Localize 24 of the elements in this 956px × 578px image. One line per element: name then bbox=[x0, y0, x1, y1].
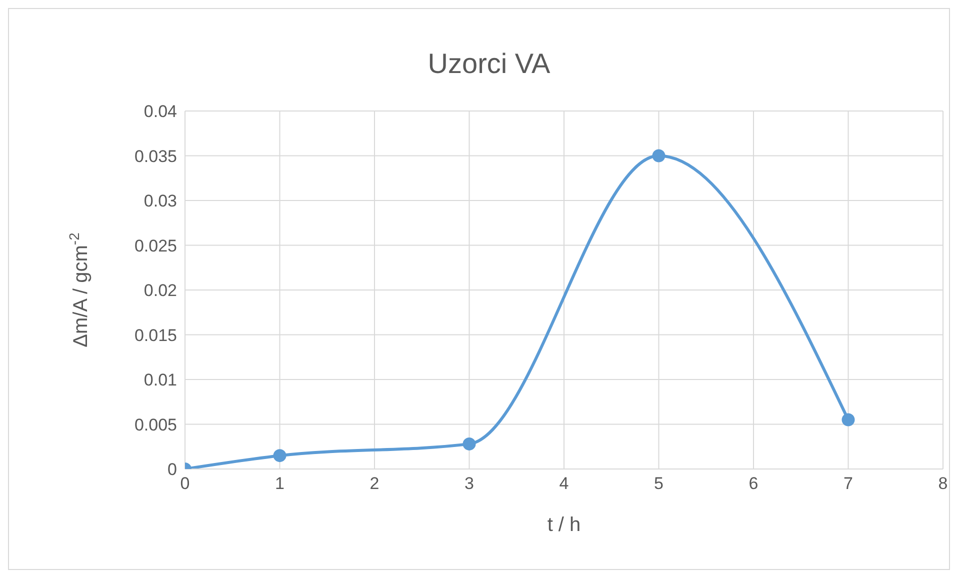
y-tick-label: 0.035 bbox=[134, 146, 177, 166]
y-tick-label: 0.01 bbox=[144, 370, 177, 390]
x-tick-label: 4 bbox=[559, 474, 569, 494]
y-tick-label: 0.04 bbox=[144, 102, 177, 122]
y-tick-label: 0.025 bbox=[134, 236, 177, 256]
x-tick-label: 6 bbox=[748, 474, 758, 494]
x-tick-label: 7 bbox=[844, 474, 853, 494]
y-tick-label: 0.02 bbox=[144, 281, 177, 300]
point bbox=[462, 437, 476, 450]
y-tick-label: 0.005 bbox=[134, 415, 177, 434]
x-axis-title: t / h bbox=[547, 514, 581, 536]
x-tick-label: 3 bbox=[464, 474, 474, 494]
x-tick-label: 1 bbox=[275, 474, 284, 494]
chart-title: Uzorci VA bbox=[428, 48, 551, 79]
x-tick-label: 8 bbox=[938, 474, 948, 494]
y-tick-label: 0.03 bbox=[144, 192, 177, 211]
x-tick-label: 0 bbox=[180, 474, 190, 494]
y-tick-label: 0 bbox=[168, 460, 177, 480]
point bbox=[652, 149, 666, 162]
y-tick-label: 0.015 bbox=[134, 326, 177, 345]
x-tick-label: 5 bbox=[654, 474, 664, 494]
point bbox=[842, 413, 855, 426]
point bbox=[273, 449, 286, 462]
x-tick-label: 2 bbox=[370, 474, 380, 494]
